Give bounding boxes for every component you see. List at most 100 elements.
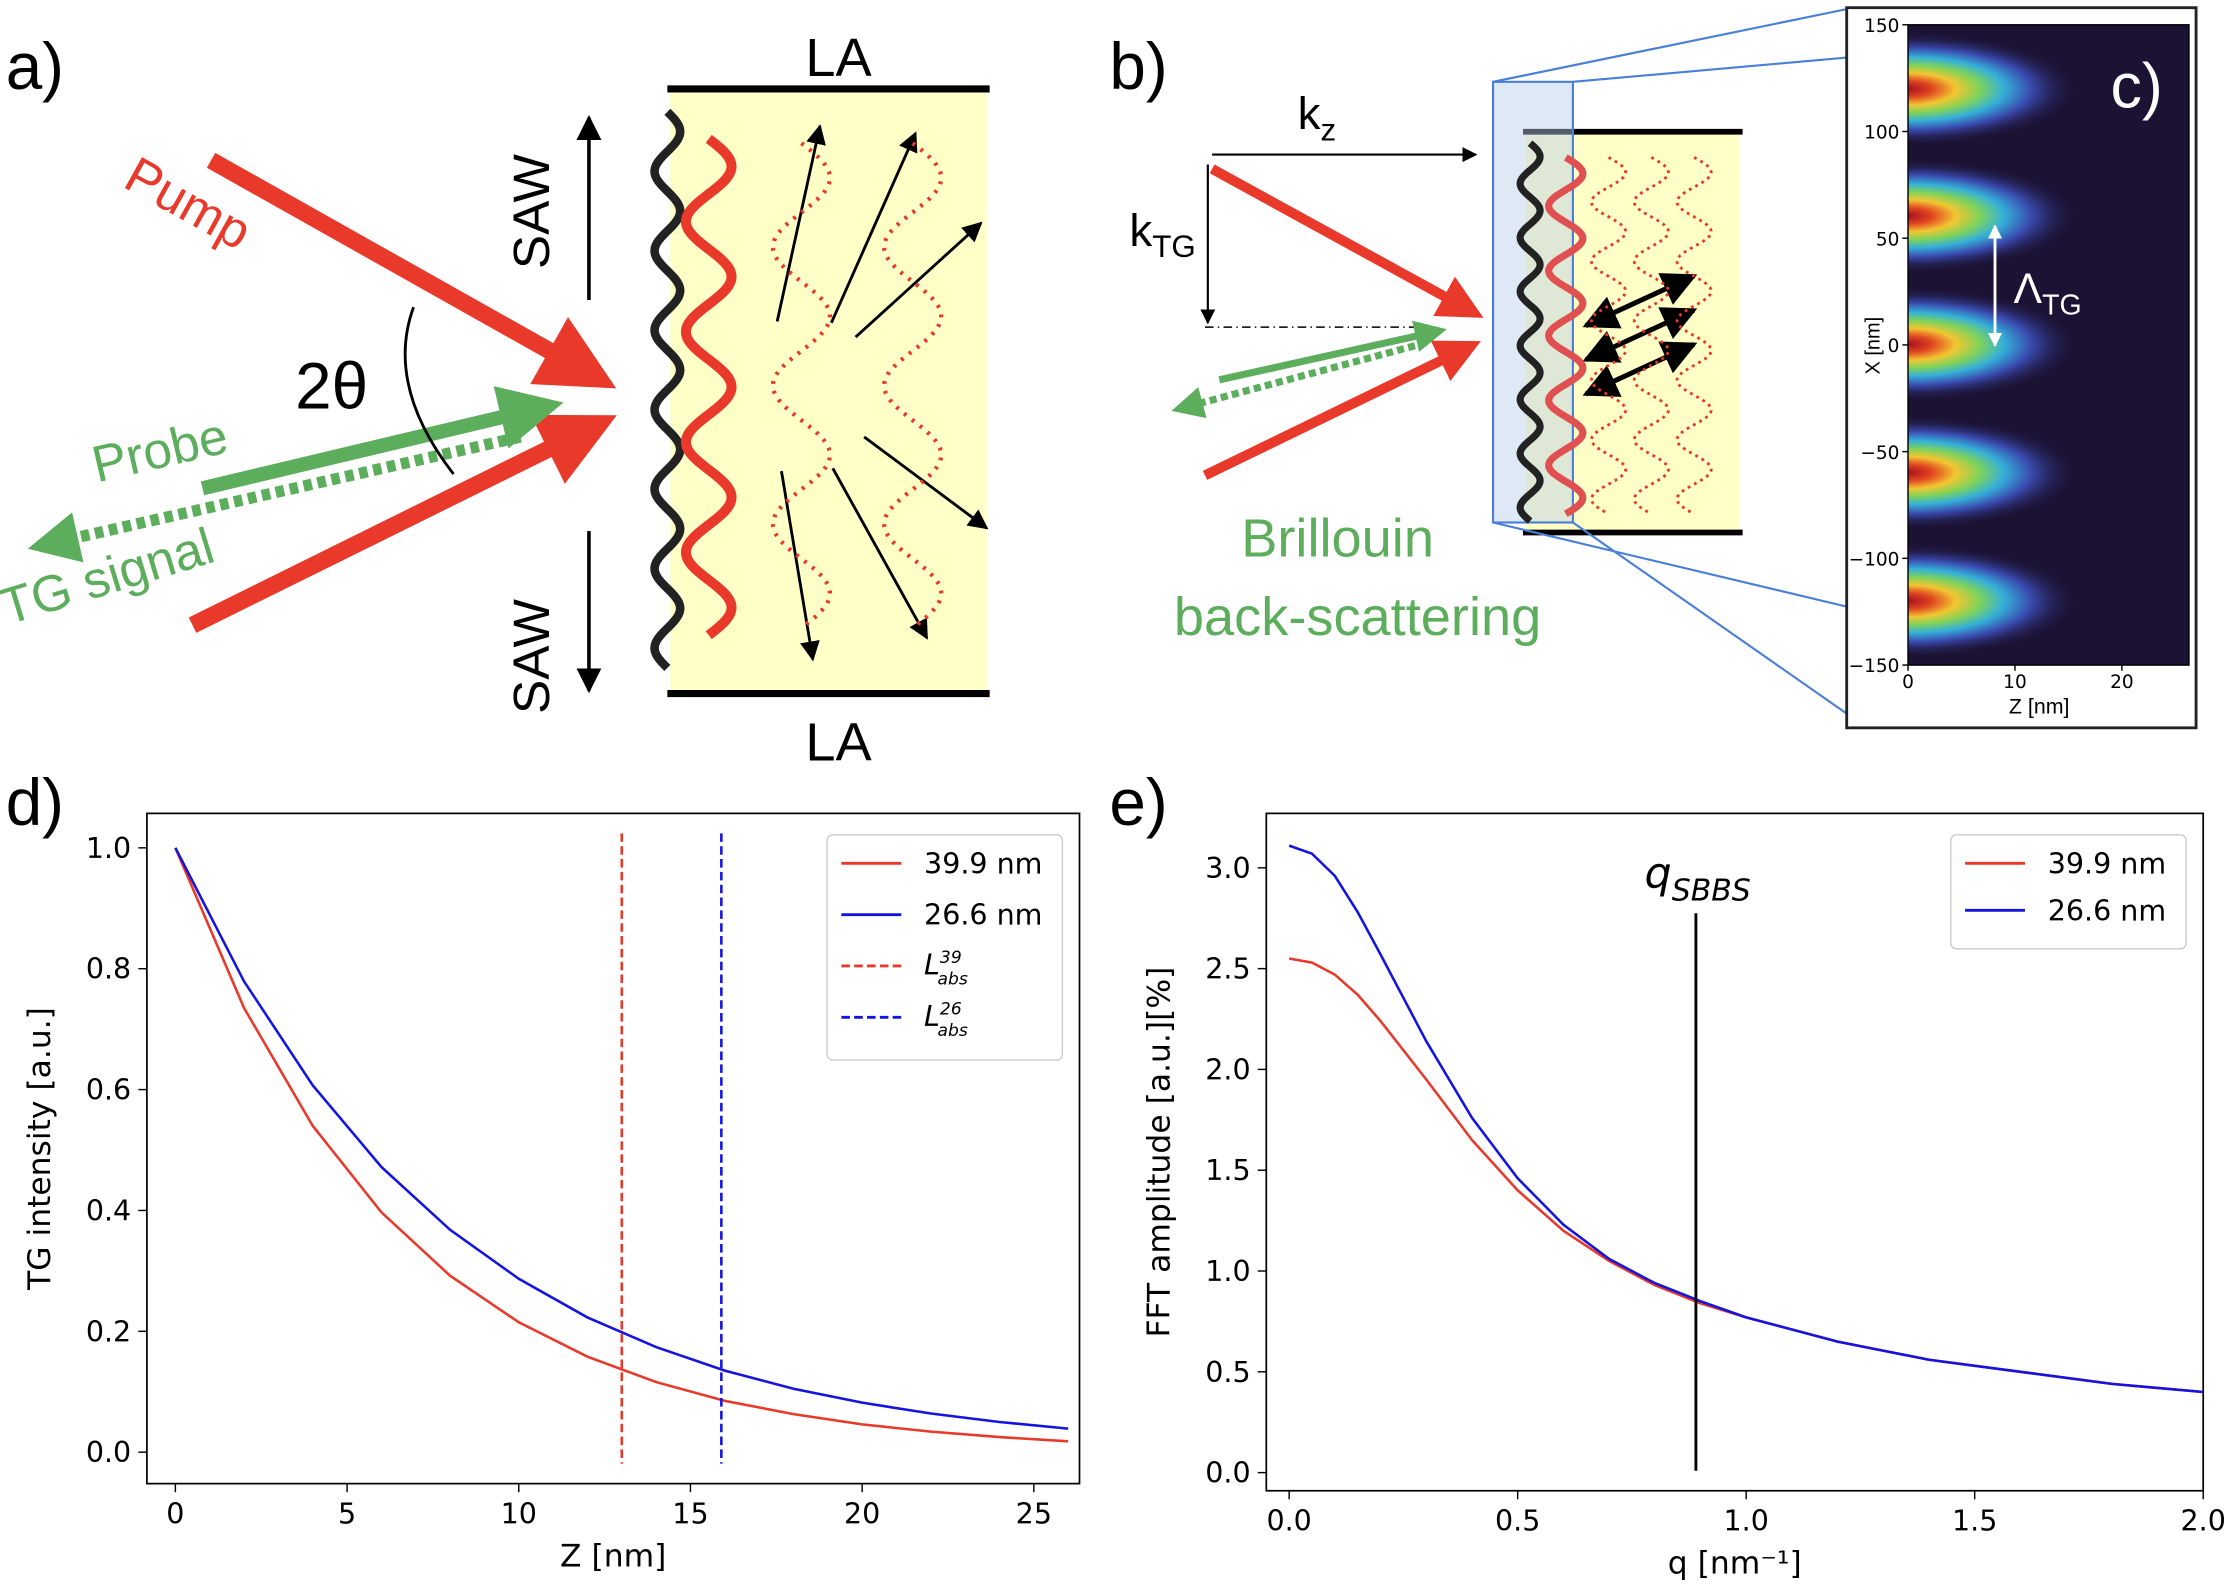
y-tick-label: 2.5 bbox=[1205, 953, 1250, 986]
saw-wave bbox=[680, 134, 737, 640]
y-tick-label: 0.0 bbox=[1205, 1457, 1250, 1490]
zoom-line bbox=[1572, 521, 1848, 715]
period-base: Λ bbox=[2014, 265, 2043, 313]
x-tick-label: 20 bbox=[2110, 672, 2134, 693]
la-label: LA bbox=[805, 713, 872, 773]
x-tick-label: 10 bbox=[501, 1498, 537, 1531]
la-wave bbox=[1589, 156, 1628, 516]
y-tick-label: 100 bbox=[1864, 123, 1899, 144]
y-tick-label: 0.6 bbox=[86, 1074, 131, 1107]
la-wave bbox=[881, 141, 944, 630]
label-base: q bbox=[1645, 849, 1672, 899]
vline-label: qSBBS bbox=[1645, 849, 1751, 909]
x-axis-label: Z [nm] bbox=[2009, 695, 2070, 719]
la-wave bbox=[770, 141, 833, 630]
la-arrow bbox=[831, 467, 929, 640]
y-tick-label: 0 bbox=[1888, 336, 1900, 357]
x-tick-label: 5 bbox=[338, 1498, 356, 1531]
kz-label: kz bbox=[1298, 88, 1337, 147]
x-tick-label: 2.0 bbox=[2181, 1505, 2226, 1538]
angle-arc bbox=[403, 306, 455, 475]
saw-wave bbox=[1545, 154, 1587, 517]
period-sub: TG bbox=[2042, 289, 2082, 321]
label-sub: abs bbox=[937, 970, 967, 990]
y-tick-label: 150 bbox=[1864, 16, 1899, 37]
panel-label: a) bbox=[6, 30, 64, 103]
y-tick-label: −100 bbox=[1849, 549, 1900, 570]
saw-label: SAW bbox=[503, 154, 560, 270]
legend-box bbox=[826, 834, 1064, 1061]
pump-beam bbox=[1209, 164, 1484, 318]
series-line bbox=[174, 847, 1069, 1443]
panel-c: c) ΛTG X [nm] Z [nm] bbox=[1845, 6, 2198, 730]
la-wave bbox=[1632, 156, 1670, 516]
pump-beam bbox=[206, 152, 617, 389]
scatter-arrow bbox=[1582, 341, 1698, 397]
brillouin-label: back-scattering bbox=[1174, 587, 1541, 647]
label-sub: abs bbox=[937, 1021, 967, 1041]
y-tick-label: 0.5 bbox=[1205, 1356, 1250, 1389]
x-tick-label: 15 bbox=[672, 1498, 708, 1531]
y-tick-label: 2.0 bbox=[1205, 1053, 1250, 1086]
y-tick-label: −50 bbox=[1860, 443, 1899, 464]
heat-spot bbox=[1908, 31, 2080, 146]
heat-spot bbox=[1908, 543, 2080, 658]
brillouin-label: Brillouin bbox=[1241, 509, 1434, 569]
la-arrow bbox=[830, 131, 918, 324]
label-sup: 39 bbox=[940, 948, 962, 968]
la-arrow bbox=[854, 221, 983, 339]
y-tick-label: 50 bbox=[1876, 229, 1900, 250]
y-tick-label: 0.0 bbox=[86, 1436, 131, 1469]
x-axis-label: Z [nm] bbox=[560, 1538, 666, 1574]
plot-area bbox=[1265, 812, 2205, 1492]
series-line bbox=[1288, 957, 2204, 1394]
legend-label: 39.9 nm bbox=[924, 847, 1042, 880]
legend-label: 26.6 nm bbox=[2048, 894, 2166, 927]
series-line bbox=[174, 847, 1069, 1430]
heat-spot bbox=[1908, 415, 2080, 530]
kz-sub: z bbox=[1320, 112, 1336, 147]
saw-label: SAW bbox=[503, 598, 560, 714]
label-base: L bbox=[924, 1000, 940, 1033]
panel-b: b) kz kTG Brillouin back-scattering bbox=[1109, 8, 1848, 715]
y-axis-label: TG intensity [a.u.] bbox=[22, 1007, 58, 1291]
panel-label: c) bbox=[2111, 52, 2163, 122]
surface-ripple bbox=[1516, 140, 1544, 524]
panel-label: b) bbox=[1109, 30, 1167, 103]
pump-label: Pump bbox=[116, 146, 261, 261]
la-arrow bbox=[775, 124, 826, 322]
panel-label: d) bbox=[6, 766, 64, 839]
pump-beam bbox=[1202, 340, 1481, 480]
ktg-sub: TG bbox=[1152, 229, 1196, 264]
x-tick-label: 1.0 bbox=[1723, 1505, 1768, 1538]
x-tick-label: 0.0 bbox=[1266, 1505, 1311, 1538]
panel-a: a) LA LA SAW SAW Pump 2θ Probe TG signal bbox=[0, 28, 990, 773]
series-line bbox=[1288, 844, 2204, 1394]
x-axis-label: q [nm⁻¹] bbox=[1668, 1545, 1802, 1581]
legend-label: 39.9 nm bbox=[2048, 847, 2166, 880]
la-arrow bbox=[780, 470, 820, 662]
la-wave bbox=[1675, 156, 1713, 516]
la-arrow bbox=[863, 435, 989, 530]
zoom-line bbox=[1492, 521, 1847, 608]
legend-label: L39 abs bbox=[924, 948, 968, 989]
ktg-label: kTG bbox=[1129, 205, 1195, 264]
label-sub: SBBS bbox=[1672, 873, 1751, 908]
x-tick-label: 20 bbox=[844, 1498, 880, 1531]
label-base: L bbox=[924, 949, 940, 982]
y-tick-label: 0.8 bbox=[86, 953, 131, 986]
legend: 39.9 nm 26.6 nm bbox=[1950, 834, 2187, 950]
x-tick-label: 0.5 bbox=[1495, 1505, 1540, 1538]
plot-area bbox=[146, 812, 1081, 1485]
x-tick-label: 0 bbox=[1902, 672, 1914, 693]
x-tick-label: 0 bbox=[166, 1498, 184, 1531]
surface-ripple bbox=[650, 108, 685, 671]
x-tick-label: 10 bbox=[2003, 672, 2027, 693]
ktg-base: k bbox=[1129, 205, 1152, 256]
probe-beam bbox=[1218, 320, 1447, 384]
y-tick-label: −150 bbox=[1849, 656, 1900, 677]
period-label: ΛTG bbox=[2014, 265, 2082, 321]
